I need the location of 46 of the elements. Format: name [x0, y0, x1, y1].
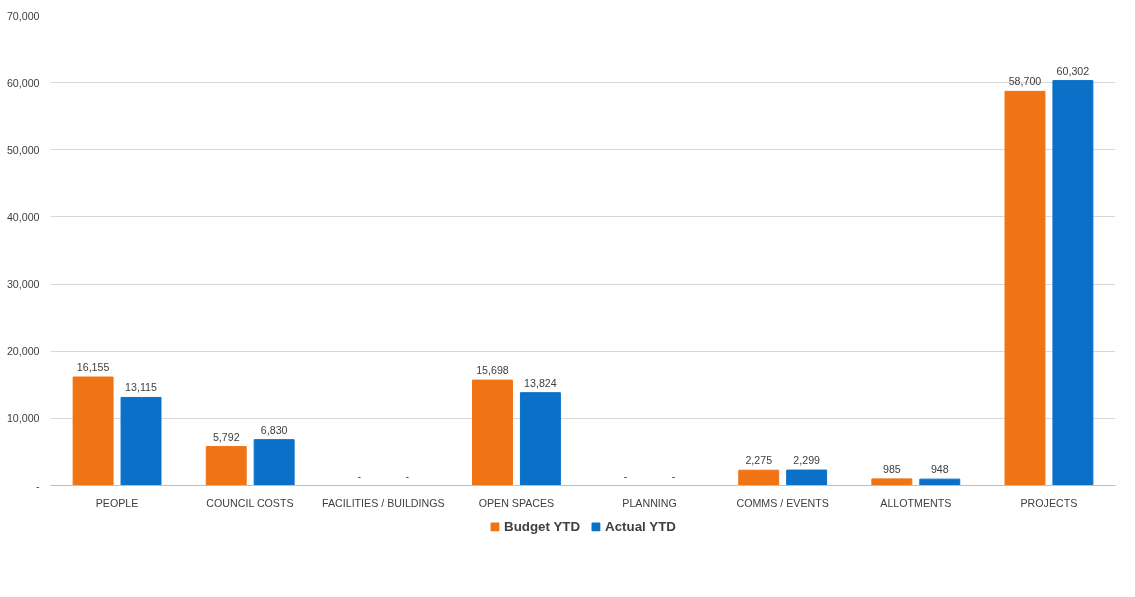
data-label: -: [623, 469, 628, 482]
bar: [205, 446, 247, 486]
data-label: -: [671, 469, 676, 482]
bar: [472, 379, 513, 486]
bar: [519, 392, 561, 486]
bar: [786, 469, 828, 486]
x-tick-label: PROJECTS: [1020, 496, 1078, 509]
legend-label: Actual YTD: [605, 518, 676, 534]
y-tick-label: 30,000: [6, 278, 40, 291]
data-label: 16,155: [76, 361, 110, 374]
x-tick-label: COMMS / EVENTS: [736, 496, 829, 509]
data-label: 948: [930, 463, 949, 476]
data-label: 13,824: [524, 376, 557, 389]
y-tick-label: 40,000: [6, 210, 40, 223]
data-label: 13,115: [125, 381, 157, 394]
bar: [1052, 80, 1094, 486]
data-label: -: [357, 469, 362, 482]
bar: [253, 439, 295, 486]
y-tick-label: 10,000: [6, 412, 40, 425]
y-tick-label: -: [35, 479, 40, 492]
bar: [1004, 90, 1046, 486]
x-tick-label: PEOPLE: [95, 496, 139, 509]
y-tick-label: 60,000: [6, 76, 40, 89]
data-label: 58,700: [1008, 75, 1042, 88]
legend-label: Budget YTD: [504, 518, 581, 534]
x-tick-label: ALLOTMENTS: [880, 496, 952, 509]
x-tick-label: OPEN SPACES: [478, 496, 555, 509]
y-tick-label: 20,000: [6, 345, 40, 358]
data-label: 985: [882, 462, 901, 475]
y-tick-label: 70,000: [6, 9, 40, 22]
data-label: 15,698: [476, 364, 509, 377]
bar: [120, 396, 162, 486]
data-label: -: [405, 469, 410, 482]
bar: [738, 469, 780, 486]
data-label: 60,302: [1056, 64, 1090, 77]
y-tick-label: 50,000: [6, 143, 40, 156]
bar: [72, 376, 114, 486]
x-tick-label: COUNCIL COSTS: [206, 496, 294, 509]
x-tick-label: PLANNING: [622, 496, 677, 509]
bar: [919, 478, 961, 486]
data-label: 5,792: [212, 430, 240, 443]
data-label: 2,299: [793, 454, 821, 467]
data-label: 2,275: [745, 454, 773, 467]
data-label: 6,830: [260, 423, 288, 436]
bar: [871, 478, 913, 486]
x-tick-label: FACILITIES / BUILDINGS: [322, 496, 445, 509]
